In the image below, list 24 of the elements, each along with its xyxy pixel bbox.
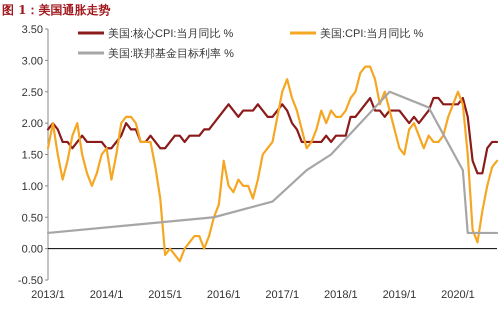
x-tick-label: 2015/1 [148,289,182,301]
x-tick-label: 2016/1 [206,289,241,301]
x-tick-label: 2018/1 [324,289,358,301]
x-tick-label: 2017/1 [265,289,300,301]
y-tick-label: 1.00 [22,180,43,193]
y-tick-label: 1.50 [22,150,43,162]
legend-label: 美国:核心CPI:当月同比 % [108,27,234,40]
line-series [46,96,498,174]
line-series [46,90,498,234]
y-tick-label: 2.00 [22,118,43,130]
x-tick-label: 2020/1 [441,289,475,301]
x-tick-label: 2014/1 [90,289,124,301]
y-tick-label: 0.50 [22,212,43,224]
line-series [46,66,498,262]
x-tick-label: 2013/1 [31,289,65,301]
legend-label: 美国:CPI:当月同比 % [320,27,424,40]
y-tick-label: 3.50 [22,24,43,36]
y-tick-label: 2.50 [22,86,43,99]
y-tick-label: 0.00 [22,244,43,256]
legend-label: 美国:联邦基金目标利率 % [108,47,234,60]
y-tick-label: 3.00 [22,55,43,68]
chart-title: 图 1：美国通胀走势 [2,3,111,17]
y-tick-label: -0.50 [18,275,43,287]
x-tick-label: 2019/1 [382,289,416,301]
